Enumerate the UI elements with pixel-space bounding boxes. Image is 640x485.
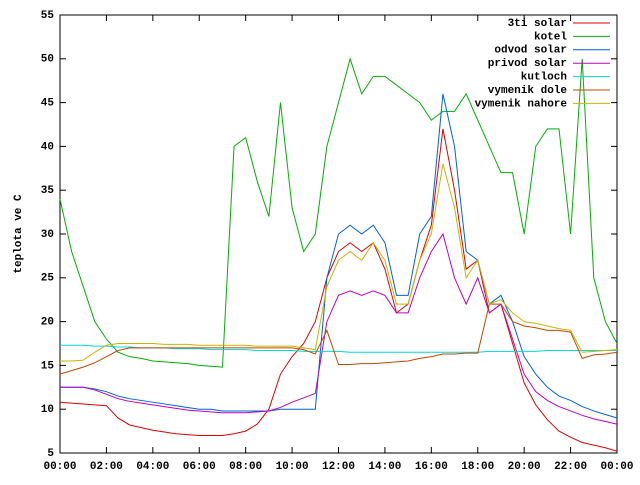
y-tick-label: 5 — [47, 448, 54, 460]
legend-label: privod solar — [488, 58, 567, 70]
plot: 5 10 15 20 25 30 35 40 45 50 55 00:00 02:00 04:00 06:0… — [41, 10, 634, 473]
x-tick-label: 06:00 — [183, 461, 216, 473]
x-tick-label: 04:00 — [136, 461, 169, 473]
series-line — [60, 232, 618, 425]
legend-label: 3ti solar — [508, 18, 567, 30]
x-tick-label: 20:00 — [508, 461, 541, 473]
x-tick-label: 16:00 — [415, 461, 448, 473]
legend-label: vymenik nahore — [475, 98, 568, 110]
x-tick-label: 10:00 — [276, 461, 309, 473]
series-line — [59, 128, 618, 452]
y-tick-label: 50 — [41, 54, 54, 66]
x-tick-label: 22:00 — [554, 461, 587, 473]
x-tick-label: 08:00 — [229, 461, 262, 473]
legend-label: kotel — [534, 31, 567, 43]
legend-label: kutloch — [521, 72, 567, 84]
series-line — [60, 344, 617, 353]
series-line — [60, 93, 618, 419]
x-tick-label: 00:00 — [600, 461, 633, 473]
y-tick-label: 55 — [41, 10, 55, 22]
series-line — [59, 57, 618, 368]
x-tick-label: 12:00 — [322, 461, 355, 473]
y-tick-label: 30 — [41, 229, 54, 241]
y-tick-label: 25 — [41, 273, 55, 285]
y-tick-label: 10 — [41, 404, 54, 416]
y-tick-label: 40 — [41, 141, 54, 153]
y-tick-label: 20 — [41, 317, 54, 329]
y-axis-label: teplota ve C — [13, 194, 25, 274]
legend-label: vymenik dole — [488, 85, 568, 97]
series-line — [59, 303, 618, 375]
legend-label: odvod solar — [494, 45, 567, 57]
y-tick-label: 45 — [41, 98, 55, 110]
series-line — [60, 163, 618, 362]
x-tick-label: 00:00 — [43, 461, 76, 473]
x-tick-label: 14:00 — [368, 461, 401, 473]
y-tick-label: 15 — [41, 360, 55, 372]
x-tick-label: 18:00 — [461, 461, 494, 473]
y-tick-label: 35 — [41, 185, 55, 197]
x-tick-label: 02:00 — [90, 461, 123, 473]
